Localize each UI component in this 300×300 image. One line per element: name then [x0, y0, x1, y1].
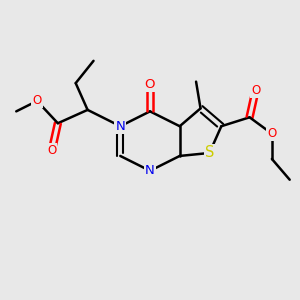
Text: N: N	[145, 164, 155, 177]
Text: N: N	[116, 120, 125, 133]
Text: O: O	[47, 143, 56, 157]
Text: S: S	[205, 146, 214, 160]
Text: O: O	[32, 94, 42, 107]
Text: O: O	[267, 127, 277, 140]
Text: O: O	[145, 78, 155, 91]
Text: O: O	[251, 84, 260, 97]
